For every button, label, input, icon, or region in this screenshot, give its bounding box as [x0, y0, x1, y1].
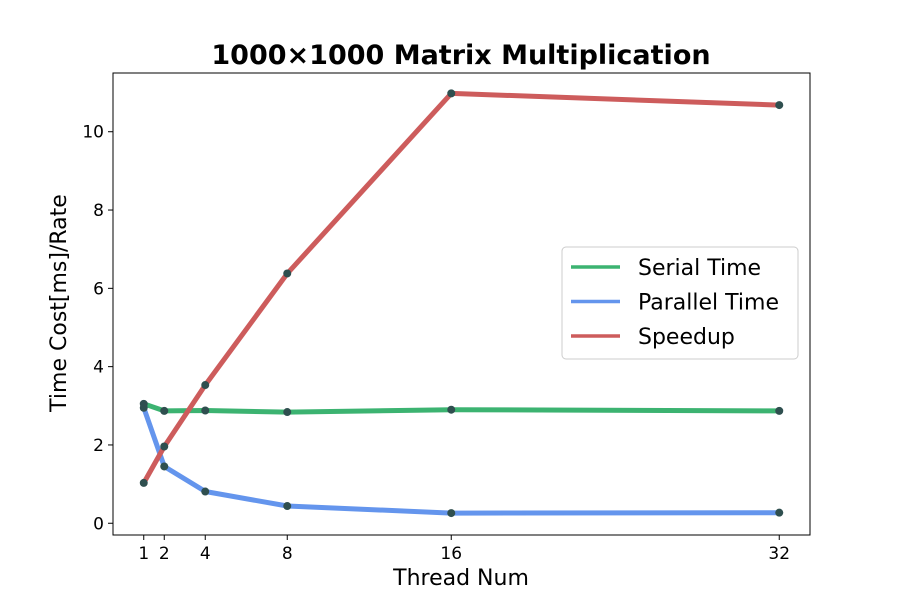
series-line-speedup [141, 90, 782, 486]
y-tick-label: 8 [93, 201, 104, 221]
legend-box [561, 246, 799, 360]
data-point-parallel-time [201, 487, 210, 496]
data-point-serial-time [160, 406, 169, 415]
data-point-serial-time [201, 406, 210, 415]
data-point-speedup [139, 478, 148, 487]
data-point-parallel-time [775, 508, 784, 517]
plot-frame [112, 72, 811, 536]
x-tick-label: 16 [440, 544, 462, 564]
y-tick-label: 4 [93, 358, 104, 378]
series-line-serial-time [141, 401, 782, 415]
y-axis-label: Time Cost[ms]/Rate [47, 194, 72, 413]
series-line-parallel-time [141, 405, 782, 516]
data-point-speedup [775, 101, 784, 110]
data-point-parallel-time [139, 403, 148, 412]
legend-label-serial-time: Serial Time [638, 256, 761, 281]
x-tick-label: 2 [159, 544, 170, 564]
y-tick-label: 6 [93, 279, 104, 299]
data-point-speedup [447, 89, 456, 98]
data-point-speedup [160, 442, 169, 451]
x-axis-label: Thread Num [392, 566, 529, 591]
x-tick-label: 4 [200, 544, 211, 564]
legend: Serial Time Parallel Time Speedup [561, 246, 799, 360]
legend-label-speedup: Speedup [638, 325, 735, 350]
data-point-parallel-time [283, 502, 292, 511]
legend-label-parallel-time: Parallel Time [638, 291, 779, 316]
data-point-serial-time [447, 405, 456, 414]
data-point-speedup [201, 381, 210, 390]
x-tick-label: 1 [138, 544, 149, 564]
data-point-speedup [283, 269, 292, 278]
y-tick-label: 10 [82, 123, 104, 143]
x-tick-label: 32 [768, 544, 790, 564]
data-point-parallel-time [160, 462, 169, 471]
x-tick-label: 8 [282, 544, 293, 564]
chart-title: 1000×1000 Matrix Multiplication [211, 40, 710, 71]
data-point-serial-time [283, 408, 292, 417]
data-point-parallel-time [447, 509, 456, 518]
y-tick-label: 0 [93, 514, 104, 534]
data-point-serial-time [775, 406, 784, 415]
y-tick-label: 2 [93, 436, 104, 456]
